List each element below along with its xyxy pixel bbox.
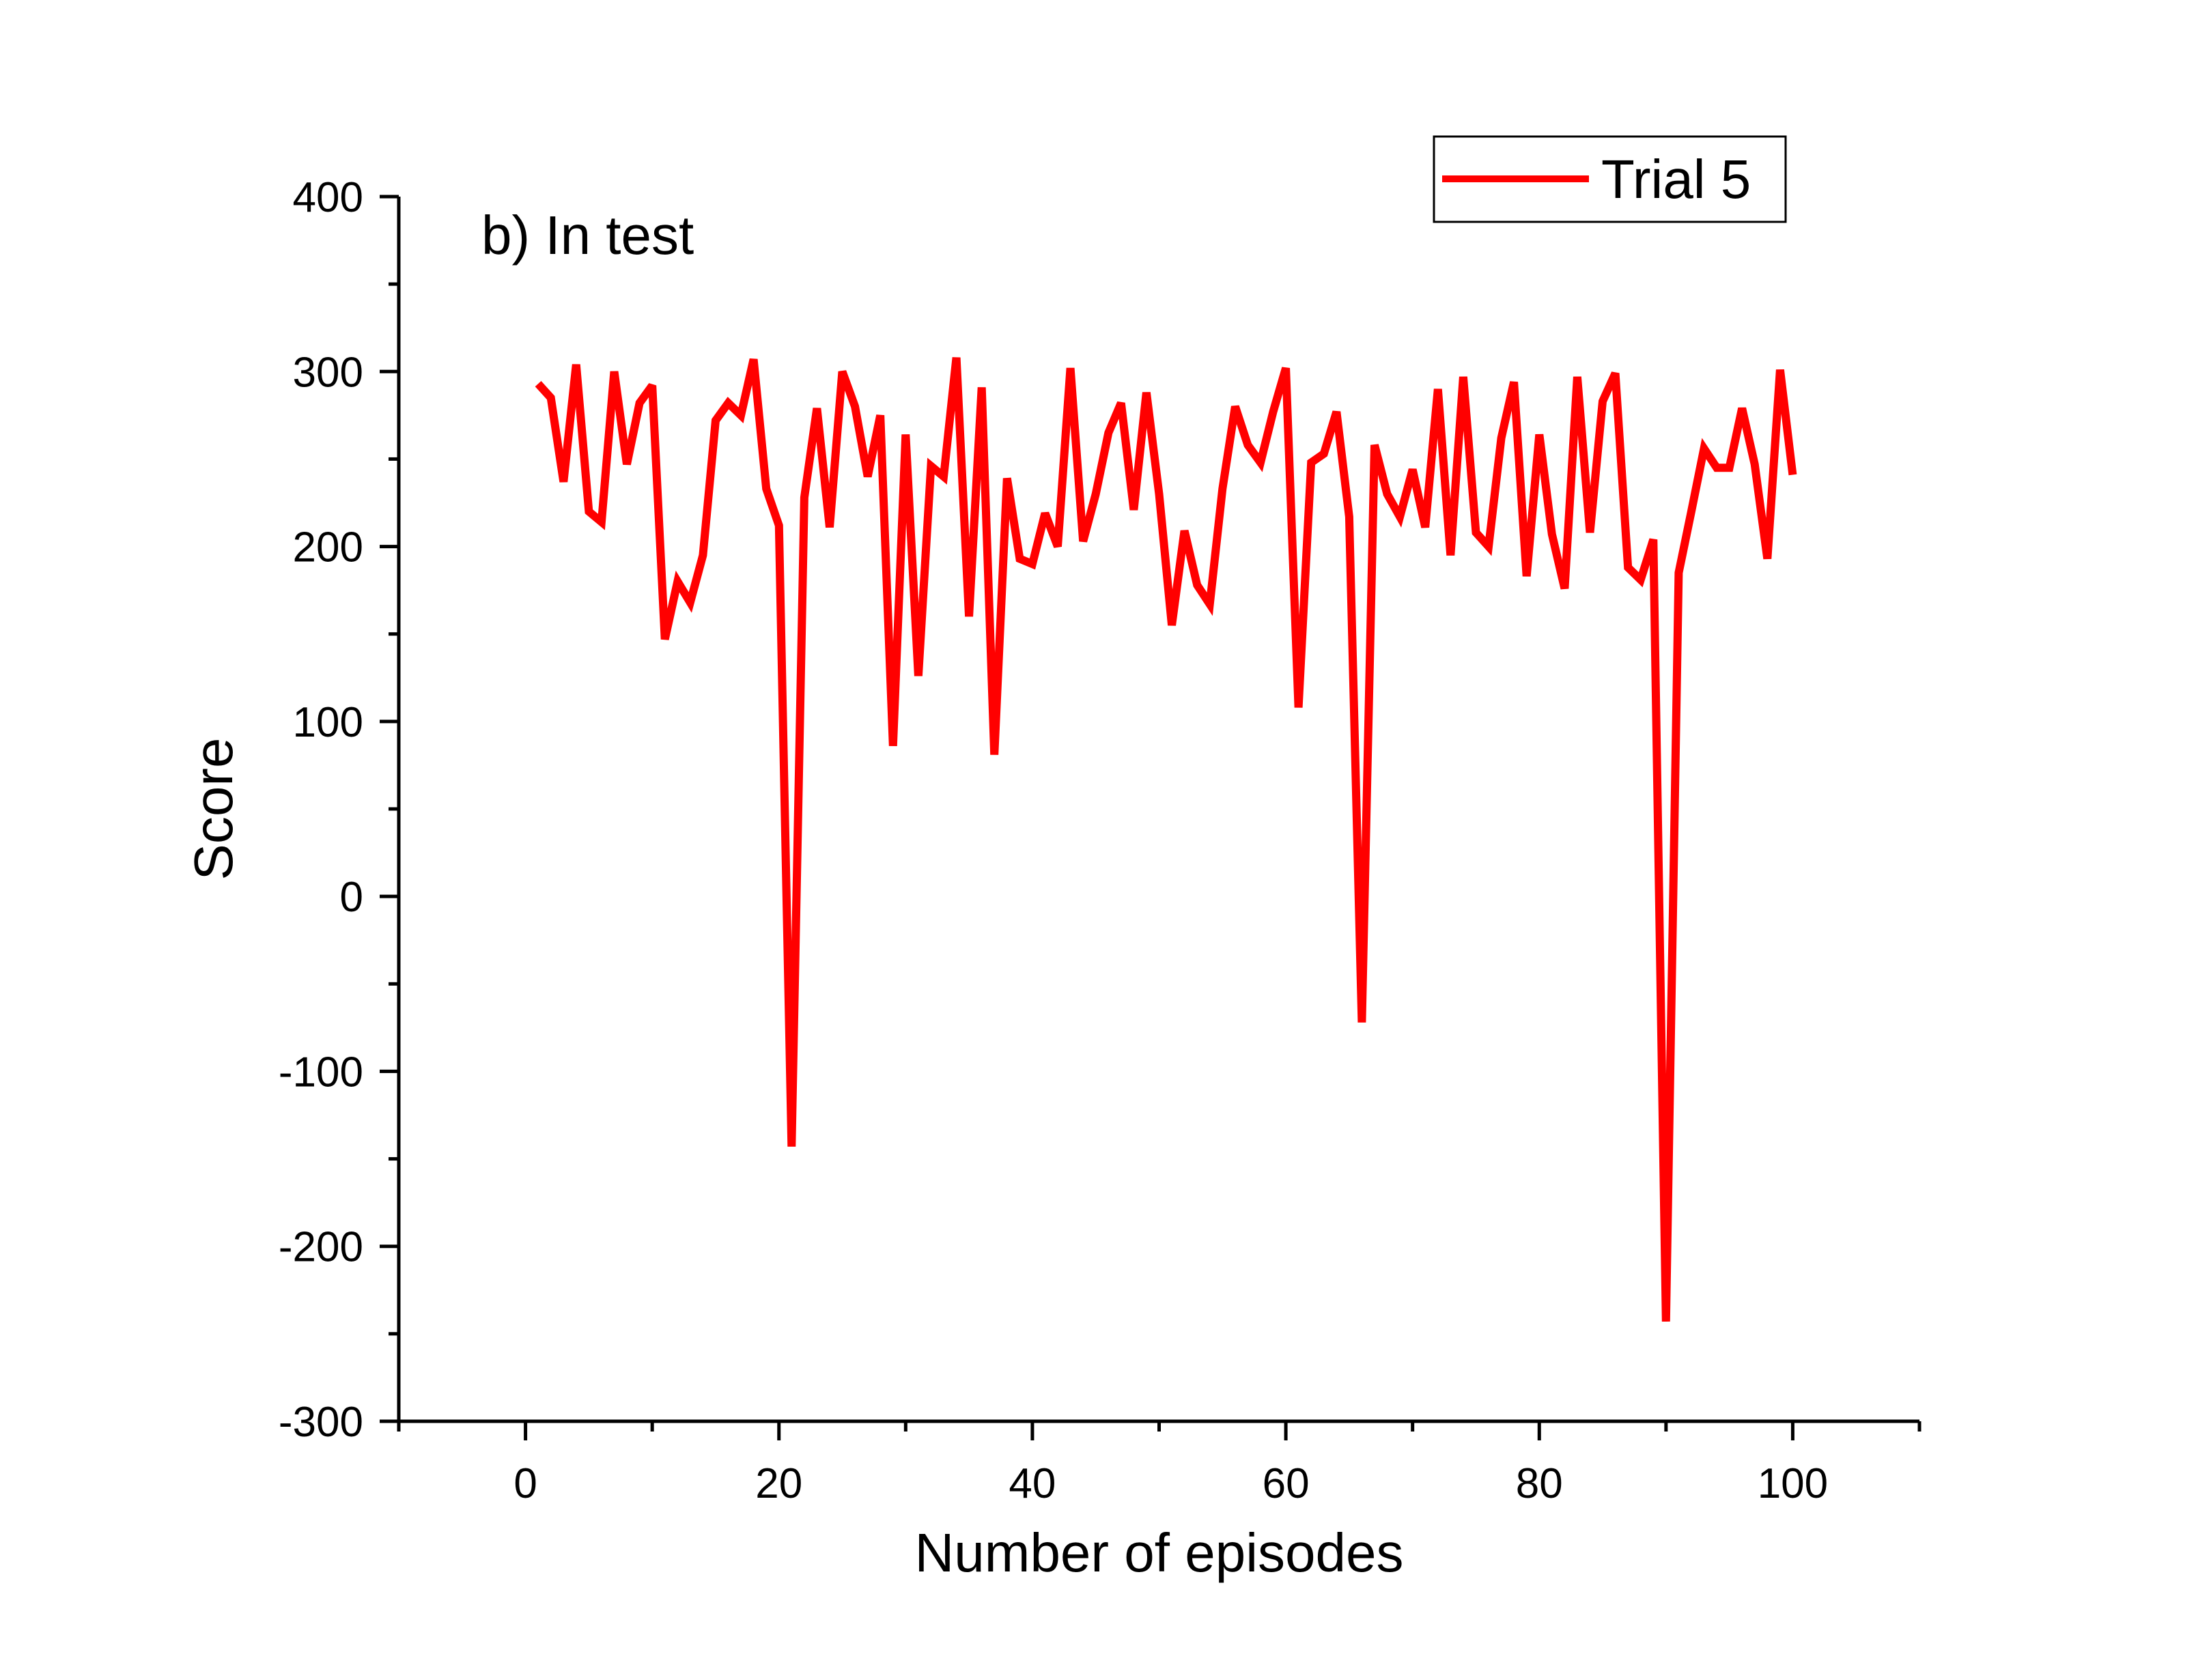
series-line-trial-5 (535, 357, 1797, 1322)
legend-label-trial-5: Trial 5 (1601, 149, 1751, 210)
y-tick-label: 400 (293, 174, 363, 221)
y-tick-label: -300 (279, 1399, 363, 1446)
x-tick-label: 20 (755, 1460, 802, 1507)
panel-annotation: b) In test (481, 205, 694, 266)
y-tick-label: 300 (293, 349, 363, 396)
x-axis-title: Number of episodes (915, 1522, 1404, 1583)
x-axis-ticks: 0 20 40 60 80 100 (397, 1421, 1922, 1507)
legend: Trial 5 (1433, 135, 1787, 223)
y-tick-label: 0 (340, 874, 363, 921)
y-tick-label: -100 (279, 1049, 363, 1096)
y-axis-title: Score (183, 738, 244, 881)
x-tick-label: 40 (1009, 1460, 1056, 1507)
x-tick-label: 0 (513, 1460, 537, 1507)
y-tick-label: 200 (293, 524, 363, 571)
axes: -300 -200 -100 0 100 200 300 400 0 20 40 60 80 100 (279, 174, 1922, 1507)
x-tick-label: 60 (1263, 1460, 1310, 1507)
y-tick-label: 100 (293, 699, 363, 746)
series-layer (535, 357, 1797, 1322)
y-axis-ticks: -300 -200 -100 0 100 200 300 400 (279, 174, 399, 1446)
x-tick-label: 100 (1758, 1460, 1828, 1507)
x-tick-label: 80 (1516, 1460, 1563, 1507)
y-tick-label: -200 (279, 1224, 363, 1271)
